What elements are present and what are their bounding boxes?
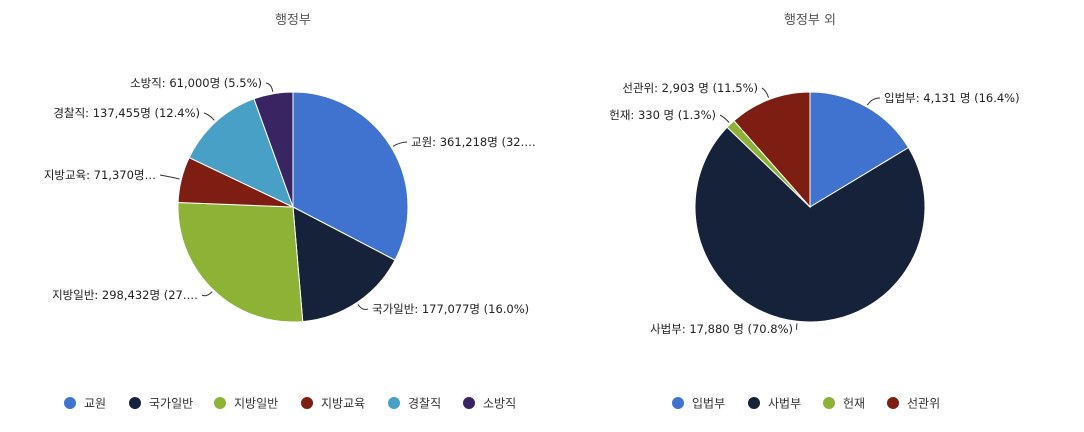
legend-label: 지방교육 <box>321 397 365 411</box>
slice-label: 사법부: 17,880 명 (70.8%) <box>650 322 793 336</box>
legend-swatch <box>388 397 400 409</box>
slice-label: 지방교육: 71,370명… <box>44 168 156 182</box>
legend-swatch <box>672 397 684 409</box>
slice-label: 지방일반: 298,432명 (27.… <box>52 288 198 302</box>
leader-line <box>392 141 408 147</box>
legend-swatch <box>463 397 475 409</box>
slice-label: 헌재: 330 명 (1.3%) <box>609 108 716 122</box>
legend-swatch <box>301 397 313 409</box>
legend-item[interactable]: 지방일반 <box>214 397 278 411</box>
legend-item[interactable]: 입법부 <box>672 397 725 411</box>
slice-label: 입법부: 4,131 명 (16.4%) <box>884 91 1020 105</box>
legend-item[interactable]: 선관위 <box>887 397 940 411</box>
leader-line <box>357 304 369 310</box>
leader-line <box>265 82 274 92</box>
pie-slice-1[interactable] <box>292 91 409 261</box>
pie-slice-2[interactable] <box>292 206 396 323</box>
pie-slice-4[interactable] <box>733 91 811 209</box>
leader-line <box>719 114 730 123</box>
legend-swatch <box>823 397 835 409</box>
pie-chart-non-executive: 행정부 외 입법부: 4,131 명 (16.4%) 사법부: 17,880 명 … <box>609 12 1019 411</box>
leader-line <box>203 112 215 121</box>
pie-chart-executive: 행정부 교원: 361,218명 (32.… 국가일반: 177,077명 (16… <box>44 12 536 411</box>
leader-line <box>159 174 180 180</box>
legend-label: 사법부 <box>768 397 801 411</box>
legend-label: 헌재 <box>843 397 865 411</box>
legend-swatch <box>214 397 226 409</box>
slice-label: 국가일반: 177,077명 (16.0%) <box>372 302 529 316</box>
legend-item[interactable]: 지방교육 <box>301 397 365 411</box>
legend-item[interactable]: 헌재 <box>823 397 865 411</box>
legend-label: 지방일반 <box>234 397 278 411</box>
legend-label: 선관위 <box>907 397 940 411</box>
legend-label: 교원 <box>84 397 106 411</box>
slice-label: 교원: 361,218명 (32.… <box>411 135 536 149</box>
legend-item[interactable]: 국가일반 <box>129 397 193 411</box>
slice-label: 선관위: 2,903 명 (11.5%) <box>622 81 758 95</box>
legend-label: 국가일반 <box>149 397 193 411</box>
leader-line <box>201 291 213 297</box>
legend-label: 입법부 <box>692 397 725 411</box>
pie-slice-6[interactable] <box>253 91 294 208</box>
chart-title: 행정부 <box>275 12 311 28</box>
pie-slice-3[interactable] <box>177 202 304 323</box>
slice-label: 경찰직: 137,455명 (12.4%) <box>53 106 200 120</box>
legend-label: 경찰직 <box>408 397 441 411</box>
slice-label: 소방직: 61,000명 (5.5%) <box>130 76 262 90</box>
legend-swatch <box>64 397 76 409</box>
leader-line <box>761 87 770 98</box>
leader-line <box>867 97 881 106</box>
legend-swatch <box>129 397 141 409</box>
pie-slice-1[interactable] <box>809 91 910 208</box>
legend-item[interactable]: 경찰직 <box>388 397 441 411</box>
chart-title: 행정부 외 <box>784 12 836 28</box>
legend-label: 소방직 <box>483 397 516 411</box>
pie-slice-2[interactable] <box>694 126 926 323</box>
legend-swatch <box>748 397 760 409</box>
legend-item[interactable]: 사법부 <box>748 397 801 411</box>
legend-item[interactable]: 소방직 <box>463 397 516 411</box>
legend-item[interactable]: 교원 <box>64 397 106 411</box>
pie-slice-5[interactable] <box>188 98 294 208</box>
legend-swatch <box>887 397 899 409</box>
